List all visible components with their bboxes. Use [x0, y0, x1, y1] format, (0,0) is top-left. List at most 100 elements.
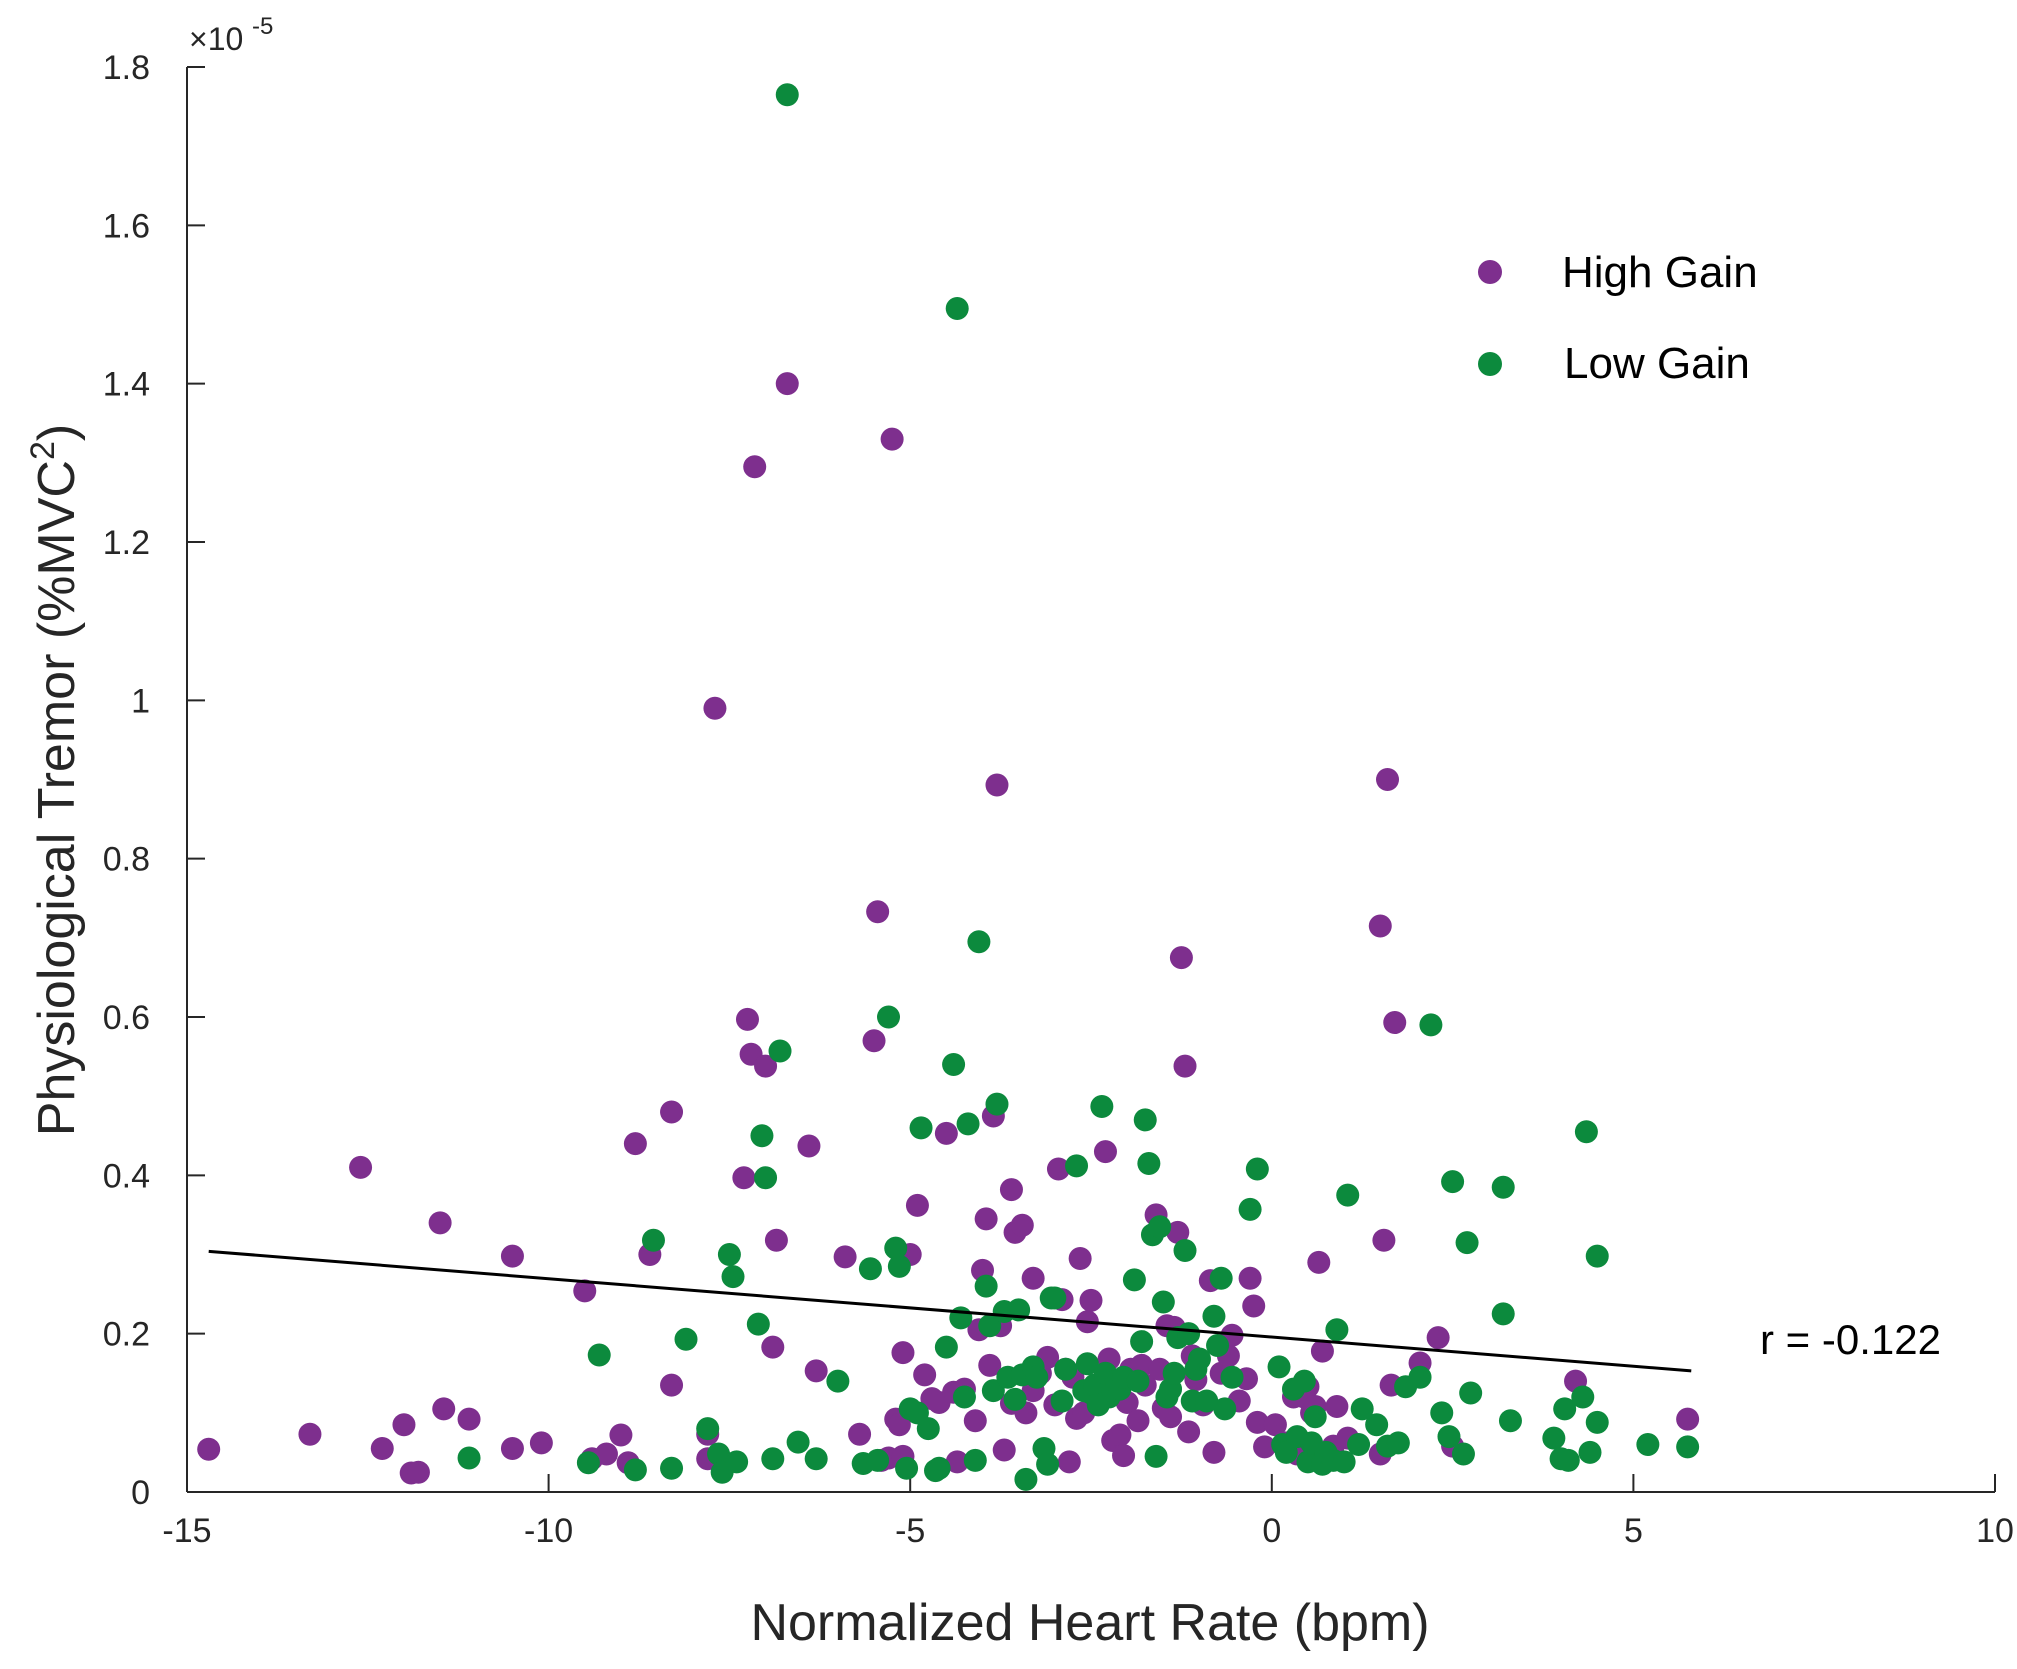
y-tick-label: 0.2 [103, 1316, 150, 1354]
data-point-low-gain [1137, 1151, 1161, 1175]
data-point-low-gain [1126, 1369, 1150, 1393]
data-point-low-gain [942, 1053, 966, 1076]
x-tick-label: 0 [1262, 1512, 1281, 1550]
data-point-low-gain [1441, 1170, 1465, 1194]
data-point-high-gain [1307, 1250, 1331, 1274]
data-point-high-gain [1238, 1266, 1262, 1290]
data-point-low-gain [1347, 1433, 1371, 1456]
data-point-low-gain [1195, 1389, 1219, 1413]
data-point-high-gain [197, 1437, 221, 1461]
data-point-high-gain [1079, 1288, 1103, 1312]
data-point-high-gain [999, 1178, 1023, 1202]
x-tick-label: 5 [1624, 1512, 1643, 1550]
data-point-high-gain [703, 696, 727, 720]
y-multiplier: ×10 [189, 21, 243, 57]
data-point-low-gain [1209, 1266, 1233, 1290]
data-point-low-gain [587, 1343, 611, 1367]
data-point-low-gain [1455, 1231, 1479, 1255]
data-point-high-gain [913, 1363, 937, 1387]
data-point-low-gain [1336, 1183, 1360, 1207]
y-exponent-label: ×10 -5 [189, 13, 273, 57]
trend-line [208, 1249, 1692, 1373]
data-point-low-gain [1585, 1244, 1609, 1268]
data-point-high-gain [349, 1155, 373, 1179]
data-point-high-gain [866, 900, 890, 924]
data-point-high-gain [1169, 946, 1193, 970]
data-point-high-gain [761, 1335, 785, 1359]
data-point-high-gain [392, 1413, 416, 1437]
data-point-low-gain [1130, 1330, 1154, 1354]
data-point-low-gain [945, 296, 969, 320]
data-point-high-gain [1202, 1440, 1226, 1464]
data-point-high-gain [732, 1166, 756, 1190]
x-axis-title: Normalized Heart Rate (bpm) [750, 1594, 1429, 1652]
data-point-low-gain [1386, 1431, 1410, 1455]
data-point-low-gain [1303, 1405, 1327, 1429]
data-point-high-gain [660, 1100, 684, 1124]
data-point-high-gain [797, 1134, 821, 1158]
data-point-low-gain [1408, 1365, 1432, 1389]
data-point-low-gain [877, 1005, 901, 1029]
y-tick-label: 1.8 [103, 49, 150, 87]
data-point-low-gain [1556, 1448, 1580, 1472]
data-point-low-gain [1491, 1175, 1515, 1199]
data-point-low-gain [1202, 1304, 1226, 1328]
y-tick-label: 1.6 [103, 207, 150, 245]
data-point-high-gain [992, 1438, 1016, 1462]
data-point-low-gain [1267, 1355, 1291, 1379]
data-point-high-gain [660, 1373, 684, 1397]
data-point-high-gain [1112, 1444, 1136, 1468]
data-point-high-gain [1057, 1450, 1081, 1474]
data-point-high-gain [529, 1431, 553, 1455]
data-point-low-gain [696, 1417, 720, 1441]
data-point-low-gain [1151, 1290, 1175, 1314]
y-tick-label: 1.4 [103, 366, 150, 404]
data-point-low-gain [1075, 1352, 1099, 1376]
data-point-high-gain [985, 773, 1009, 797]
data-point-low-gain [884, 1236, 908, 1260]
data-point-low-gain [1148, 1215, 1172, 1239]
y-tick-label: 1.2 [103, 524, 150, 562]
data-point-high-gain [1325, 1395, 1349, 1418]
data-point-low-gain [1676, 1435, 1700, 1459]
data-point-low-gain [927, 1456, 951, 1480]
data-point-low-gain [1238, 1197, 1262, 1221]
data-point-high-gain [573, 1279, 597, 1303]
data-point-low-gain [981, 1379, 1005, 1403]
data-point-high-gain [1166, 1220, 1190, 1244]
data-point-high-gain [609, 1423, 633, 1447]
data-point-low-gain [717, 1243, 741, 1266]
data-point-low-gain [1220, 1365, 1244, 1389]
y-tick-label: 0.8 [103, 841, 150, 879]
y-axis-title-main: Physiological Tremor (%MVC [28, 460, 86, 1136]
data-point-low-gain [1325, 1318, 1349, 1342]
axes [186, 67, 1995, 1493]
data-point-high-gain [1383, 1011, 1407, 1035]
data-point-low-gain [1144, 1444, 1168, 1468]
data-point-low-gain [761, 1447, 785, 1471]
data-point-high-gain [934, 1121, 958, 1145]
y-ticks: 0 0.2 0.4 0.6 0.8 1 1.2 1.4 1.6 1.8 [103, 49, 205, 1512]
data-point-low-gain [1437, 1425, 1461, 1449]
data-point-low-gain [974, 1274, 998, 1298]
data-point-high-gain [1426, 1326, 1450, 1350]
data-point-low-gain [1332, 1450, 1356, 1474]
data-point-low-gain [1430, 1401, 1454, 1425]
data-point-high-gain [905, 1193, 929, 1217]
data-point-low-gain [721, 1265, 745, 1289]
y-axis-title-end: ) [28, 424, 86, 441]
data-point-high-gain [1093, 1140, 1117, 1164]
data-point-low-gain [804, 1447, 828, 1471]
data-point-high-gain [1245, 1410, 1269, 1434]
data-point-high-gain [370, 1436, 394, 1460]
data-point-low-gain [754, 1166, 778, 1190]
data-point-high-gain [1310, 1339, 1334, 1363]
data-point-low-gain [1065, 1154, 1089, 1178]
data-point-high-gain [1046, 1157, 1070, 1181]
data-point-low-gain [956, 1112, 980, 1136]
legend-label-high-gain: High Gain [1562, 248, 1758, 297]
data-point-low-gain [1553, 1397, 1577, 1421]
data-point-low-gain [1365, 1413, 1389, 1437]
data-point-high-gain [1372, 1228, 1396, 1252]
y-axis-title: Physiological Tremor (%MVC2) [24, 424, 86, 1136]
